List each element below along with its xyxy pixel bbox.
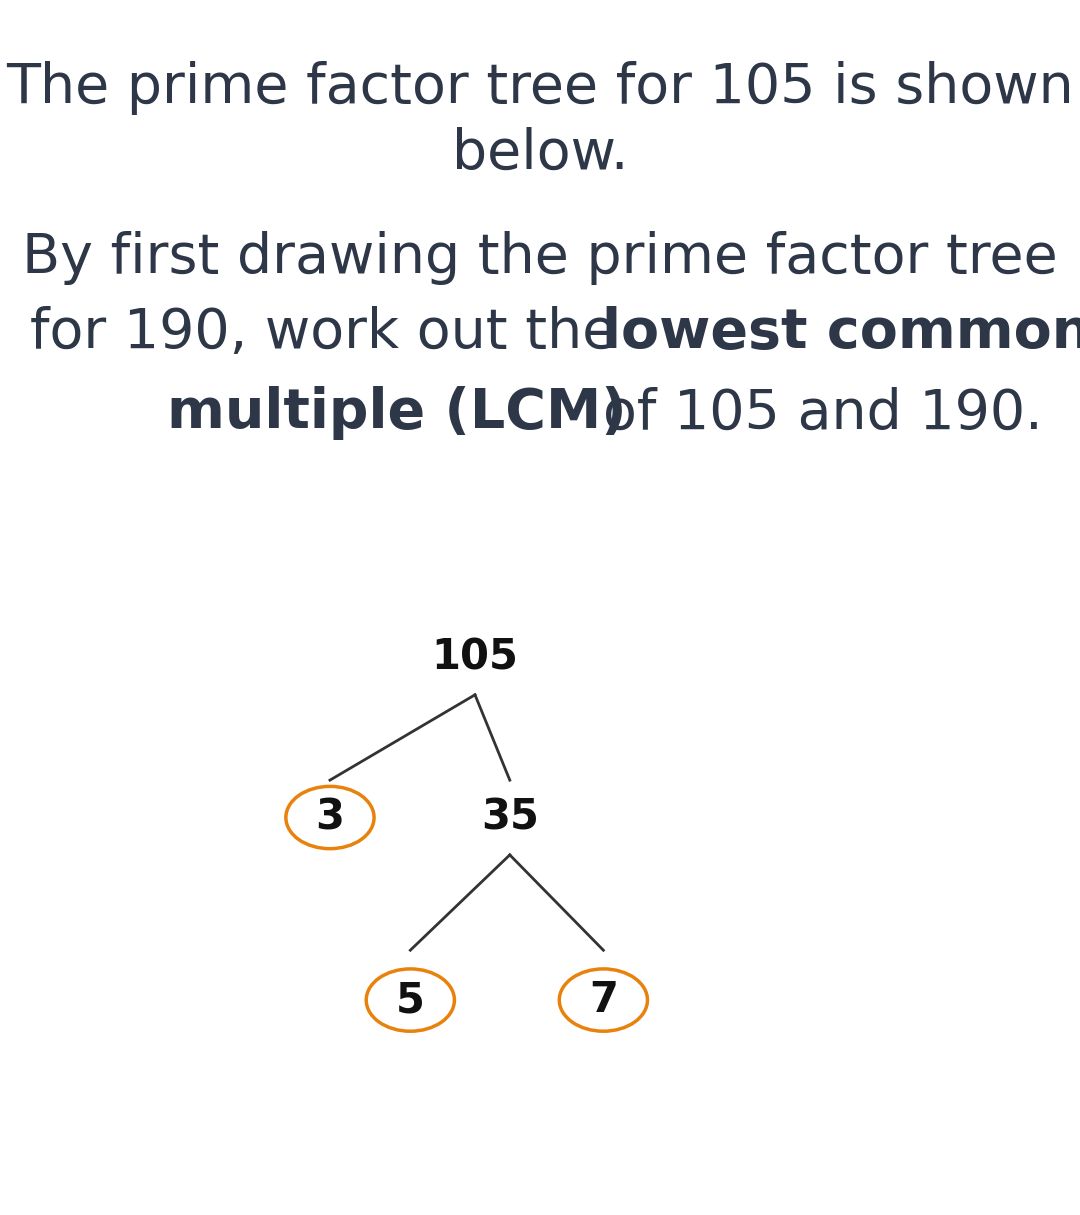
Ellipse shape (286, 786, 374, 848)
Ellipse shape (366, 968, 455, 1032)
Text: The prime factor tree for 105 is shown: The prime factor tree for 105 is shown (6, 61, 1074, 114)
Text: below.: below. (451, 126, 629, 180)
Text: of 105 and 190.: of 105 and 190. (603, 386, 1042, 440)
Text: lowest common: lowest common (602, 306, 1080, 360)
Text: 3: 3 (315, 797, 345, 838)
Text: 105: 105 (432, 637, 518, 678)
Text: multiple (LCM): multiple (LCM) (167, 386, 627, 440)
Ellipse shape (559, 968, 648, 1032)
Text: 5: 5 (396, 979, 424, 1021)
Text: 35: 35 (481, 797, 539, 838)
Text: 7: 7 (589, 979, 618, 1021)
Text: By first drawing the prime factor tree: By first drawing the prime factor tree (22, 231, 1058, 284)
Text: for 190, work out the: for 190, work out the (30, 306, 634, 360)
